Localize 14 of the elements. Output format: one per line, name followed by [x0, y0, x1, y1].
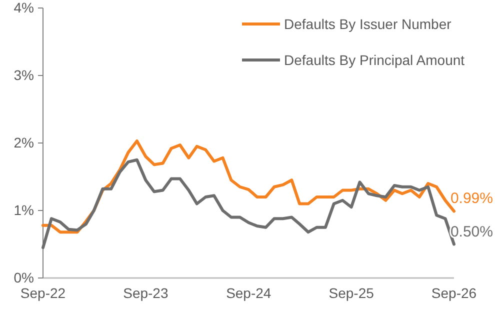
x-tick-label: Sep-26 [431, 284, 477, 301]
x-tick-label: Sep-23 [123, 284, 168, 301]
y-tick-label: 0% [14, 269, 34, 286]
y-tick-label: 1% [14, 202, 34, 218]
y-tick-label: 3% [14, 66, 34, 83]
x-tick-label: Sep-22 [20, 284, 66, 301]
data-label: 0.99% [450, 190, 493, 208]
y-tick-label: 4% [14, 0, 34, 16]
x-tick-label: Sep-24 [226, 284, 272, 301]
x-tick-label: Sep-25 [328, 284, 374, 301]
data-label: 0.50% [450, 223, 493, 240]
legend-label: Defaults By Issuer Number [284, 16, 452, 32]
legend-label: Defaults By Principal Amount [284, 52, 465, 68]
y-tick-label: 2% [14, 134, 34, 150]
